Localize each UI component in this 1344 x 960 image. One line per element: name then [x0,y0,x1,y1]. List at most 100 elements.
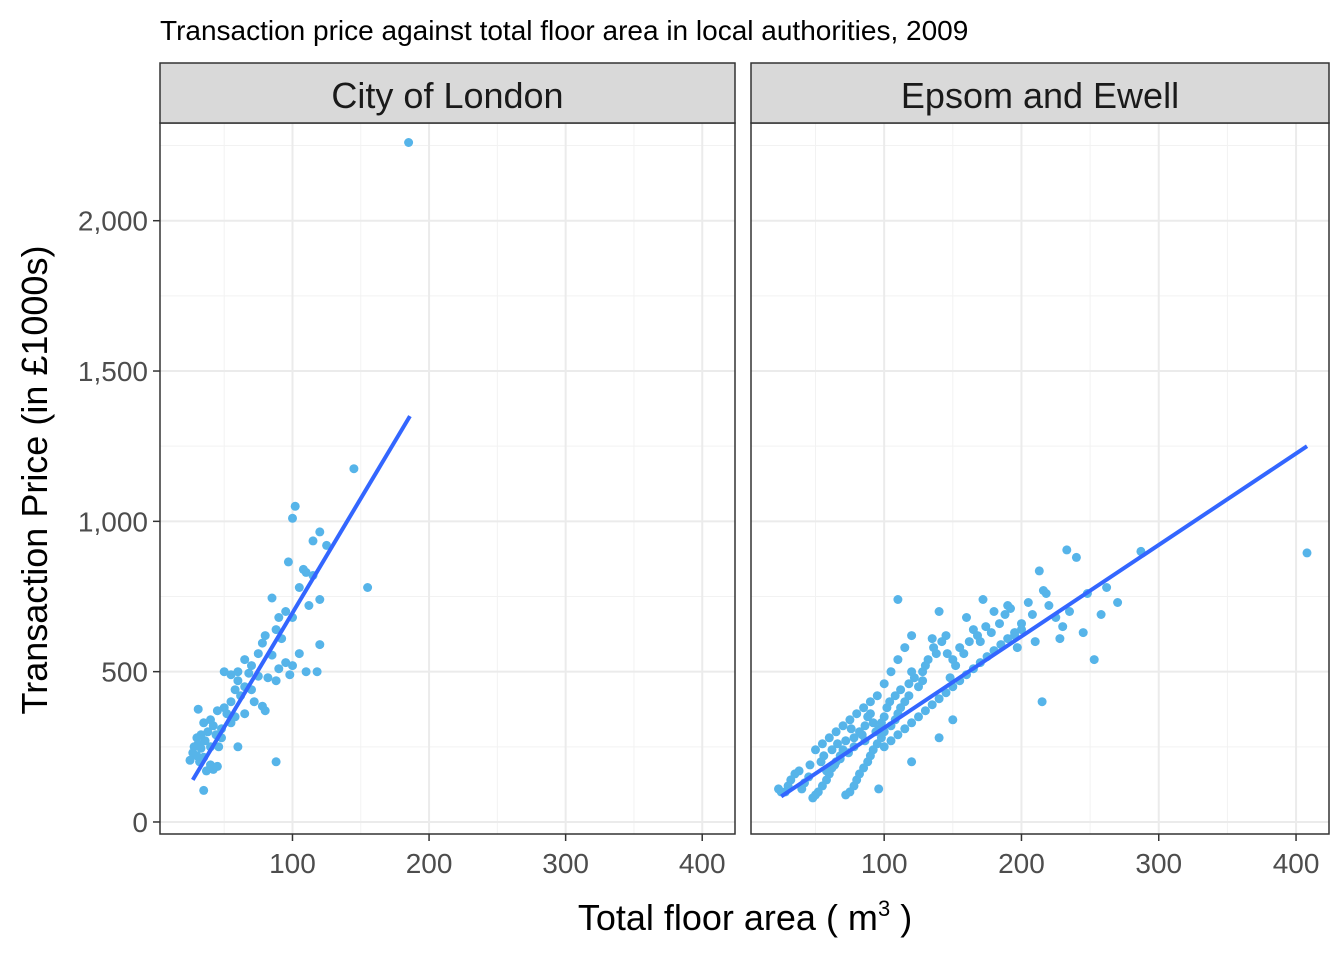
y-tick-label: 1,500 [78,356,148,387]
data-point [1065,607,1074,616]
data-point [244,668,254,678]
data-point [964,637,974,647]
data-point [249,697,259,707]
data-point [808,793,818,803]
data-point [233,742,243,752]
data-point [893,655,903,665]
points-group [774,545,1312,803]
data-point [219,667,229,677]
data-point [955,643,965,653]
panel-1: Epsom and Ewell 100 200 300 400 [750,62,1330,879]
data-point [900,643,910,653]
data-point [240,655,250,665]
data-point [927,700,937,710]
data-point [1078,628,1088,638]
data-point [981,622,991,632]
x-tick-label: 100 [861,848,908,879]
data-point [315,595,325,604]
data-point [817,739,827,749]
data-point [1044,601,1054,610]
data-point [1058,622,1068,632]
facet-strip-label: Epsom and Ewell [901,75,1179,116]
data-point [201,766,211,776]
data-point [199,785,209,795]
data-point [937,637,947,647]
data-point [909,673,919,683]
data-point [1023,598,1033,607]
data-point [203,727,213,737]
data-point [247,661,256,671]
data-point [900,724,910,734]
data-point [865,709,875,719]
data-point [893,730,903,740]
data-point [774,784,783,794]
data-point [312,667,322,677]
data-point [304,601,314,610]
data-point [816,757,826,767]
data-point [893,595,903,604]
data-point [193,704,203,714]
data-point [1006,604,1015,613]
data-point [200,736,210,746]
data-point [1302,548,1312,558]
data-point [1012,643,1022,653]
data-point [1038,586,1048,595]
data-point [904,679,914,689]
x-axis-title: Total floor area ( m3 ) [578,896,912,938]
data-point [322,540,332,550]
data-point [288,661,297,671]
data-point [874,784,884,794]
data-point [859,703,869,713]
data-point [907,718,917,728]
data-point [942,649,952,659]
data-point [271,625,281,635]
data-point [890,691,900,701]
fit-line [191,415,412,781]
data-point [214,742,224,752]
data-point [1102,583,1112,592]
data-point [363,583,373,592]
data-point [290,501,300,511]
data-point [257,638,267,648]
data-point [308,536,318,546]
points-group [185,138,414,795]
data-point [995,619,1004,629]
facet-strip [159,62,736,124]
data-point [1000,610,1010,619]
data-point [845,715,855,725]
data-point [1003,634,1013,644]
x-tick-label: 300 [542,848,589,879]
y-axis-title: Transaction Price (in £1000s) [14,246,55,715]
data-point [1027,610,1037,619]
panel-background [751,123,1329,834]
data-point [872,691,882,701]
data-point [271,757,281,767]
chart-title: Transaction price against total floor ar… [160,15,968,46]
data-point [838,721,848,731]
data-point [824,733,834,743]
data-point [929,643,939,653]
data-point [1034,566,1044,576]
data-point [876,718,886,728]
data-point [986,628,996,638]
data-point [1010,628,1020,638]
data-point [1037,697,1047,707]
panel-0: City of London 100 200 300 400 [159,62,736,879]
panel-background [160,123,735,834]
data-point [271,676,281,686]
data-point [212,706,222,716]
data-point [1096,610,1106,619]
data-point [886,667,896,677]
data-point [918,667,928,677]
data-point [267,593,277,603]
x-tick-label: 100 [269,848,316,879]
data-point [230,685,240,695]
x-tick-label: 400 [1273,848,1320,879]
data-point [833,739,842,749]
data-point [404,138,414,147]
data-point [301,567,311,577]
data-point [253,649,263,659]
data-point [274,664,284,674]
data-point [907,757,917,767]
facet-strip-label: City of London [331,75,563,116]
